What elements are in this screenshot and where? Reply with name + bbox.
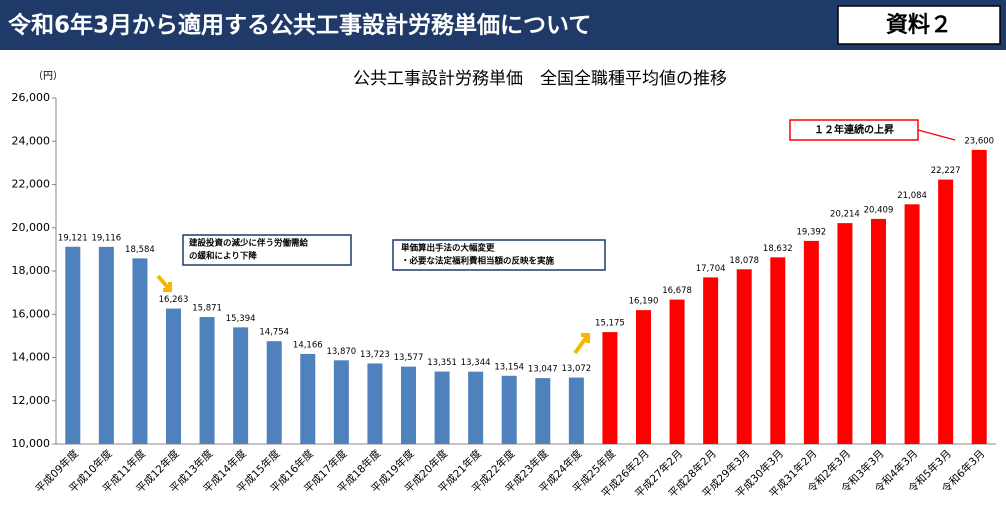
y-tick-label: 12,000 [12, 394, 51, 407]
annotation-text: １２年連続の上昇 [814, 123, 894, 136]
bar [468, 371, 484, 444]
value-label: 13,344 [461, 358, 491, 368]
annotation-text: 単価算出手法の大幅変更 [401, 243, 495, 254]
bar [132, 258, 148, 444]
value-label: 19,116 [91, 233, 121, 243]
y-tick-label: 18,000 [12, 264, 51, 277]
value-label: 18,078 [729, 256, 759, 266]
bar [333, 360, 349, 444]
bar [98, 246, 114, 444]
header-title: 令和6年3月から適用する公共工事設計労務単価について [8, 12, 591, 39]
bar [401, 366, 416, 444]
bar [971, 149, 987, 444]
plot: 10,000 12,000 14,000 16,000 18,000 20,000 22,0… [12, 91, 996, 500]
value-label: 19,121 [58, 233, 88, 243]
value-label: 15,871 [192, 304, 222, 314]
value-label: 22,227 [931, 166, 961, 176]
value-label: 19,392 [796, 227, 826, 237]
annotation-box [392, 239, 606, 271]
value-label: 20,214 [830, 210, 860, 220]
bar [703, 277, 719, 444]
value-label: 16,263 [159, 295, 189, 305]
value-label: 21,084 [897, 191, 927, 201]
value-label: 14,166 [293, 340, 323, 350]
value-label: 13,351 [427, 358, 457, 368]
annotation-arrow [573, 333, 590, 355]
bar [166, 308, 181, 444]
value-label: 13,047 [528, 365, 558, 375]
bar [367, 363, 383, 444]
bar [434, 371, 450, 444]
bar [837, 223, 853, 444]
annotation-text: ・必要な法定福利費相当額の反映を実施 [401, 256, 555, 267]
value-label: 18,584 [125, 245, 155, 255]
bar [501, 375, 517, 444]
bar [233, 327, 249, 444]
value-label: 13,072 [561, 364, 591, 374]
y-tick-label: 20,000 [12, 221, 51, 234]
y-tick-label: 10,000 [12, 437, 51, 450]
value-label: 15,175 [595, 319, 625, 329]
y-tick-label: 26,000 [12, 91, 51, 104]
value-label: 13,577 [394, 353, 424, 363]
bar [300, 353, 316, 444]
y-tick-label: 14,000 [12, 351, 51, 364]
annotation-text: 建設投資の減少に伴う労働需給 [188, 238, 309, 249]
bar [803, 240, 819, 444]
bar [669, 299, 685, 444]
y-unit: （円） [33, 70, 63, 82]
value-label: 13,870 [326, 347, 356, 357]
bar [65, 246, 81, 444]
badge: 資料２ [886, 12, 952, 38]
bar [770, 257, 786, 444]
y-tick-label: 16,000 [12, 307, 51, 320]
bar [199, 317, 215, 444]
bar [938, 179, 954, 444]
annotation-text: の緩和により下降 [189, 251, 257, 262]
value-label: 17,704 [696, 264, 726, 274]
annotation-arrow [156, 274, 172, 292]
value-label: 16,678 [662, 286, 692, 296]
value-label: 14,754 [259, 328, 289, 338]
bar [636, 310, 651, 444]
value-label: 13,154 [494, 362, 524, 372]
bar [736, 269, 752, 444]
annotation-box [182, 234, 352, 266]
chart-title: 公共工事設計労務単価 全国全職種平均値の推移 [353, 69, 727, 89]
value-label: 18,632 [763, 244, 793, 254]
y-tick-label: 22,000 [12, 178, 51, 191]
value-label: 13,723 [360, 350, 390, 360]
bar [602, 332, 618, 444]
badge-box [837, 5, 1001, 45]
bar [568, 377, 584, 444]
value-label: 15,394 [226, 314, 256, 324]
bar [535, 378, 551, 444]
value-label: 20,409 [864, 205, 894, 215]
value-label: 16,190 [629, 297, 659, 307]
annotation-pointer [917, 129, 956, 141]
bar [266, 341, 282, 444]
bar [871, 218, 886, 444]
y-tick-label: 24,000 [12, 134, 51, 147]
value-label: 23,600 [964, 136, 994, 146]
bar [904, 204, 920, 444]
